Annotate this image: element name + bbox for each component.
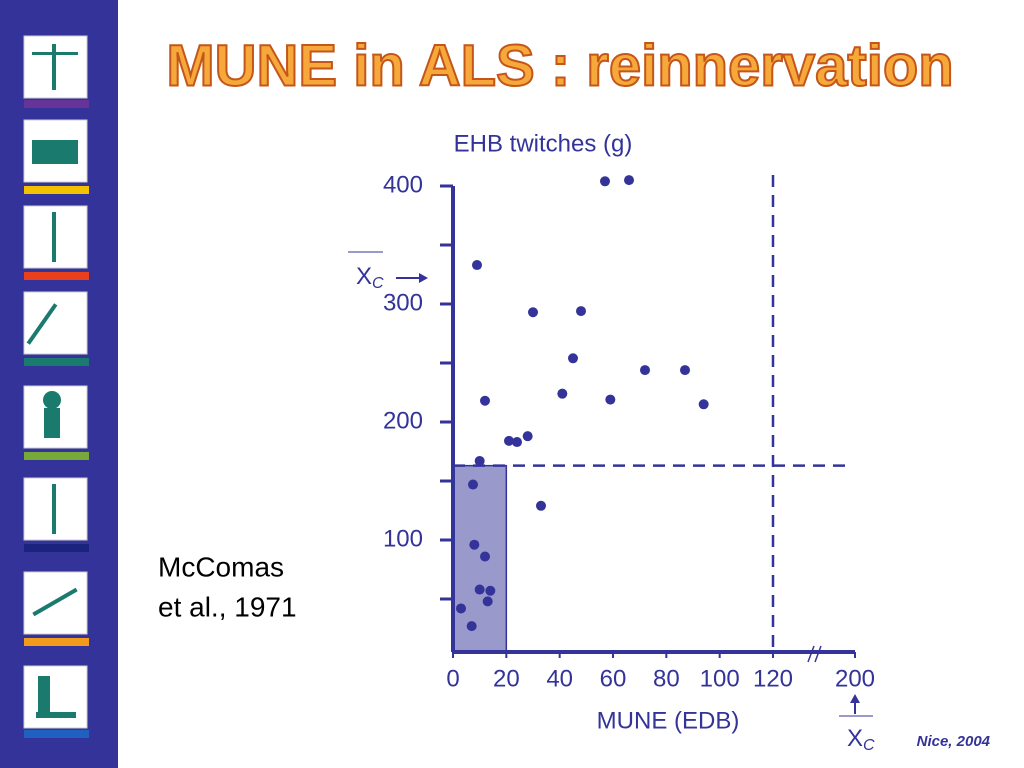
x-tick-label: 0 [446,665,459,692]
sidebar [0,0,118,768]
footer-note: Nice, 2004 [917,733,991,750]
y-tick-label: 200 [383,407,423,434]
data-point [528,307,538,318]
xc-arrowhead [419,273,428,284]
data-point [536,500,546,511]
data-point [482,596,493,607]
xc-arrowhead [850,694,860,703]
source-line: McComas [158,551,284,582]
xc-label-main: X [356,263,372,290]
data-point [624,175,634,186]
y-tick-label: 100 [383,525,423,552]
x-tick-label: 80 [653,665,680,692]
data-point [568,353,578,364]
x-axis-label: MUNE (EDB) [597,707,740,734]
data-point [466,621,477,632]
data-point [504,435,514,446]
slide-title: MUNE in ALS : reinnervation [166,33,953,98]
xc-label-main: X [847,725,863,752]
data-point [605,394,616,405]
x-tick-label: 200 [835,665,875,692]
data-point [512,437,522,448]
x-tick-label: 60 [600,665,627,692]
xc-label: XC [356,263,384,292]
y-tick-label: 300 [383,289,423,316]
shaded-region [452,464,508,653]
data-point [472,260,482,271]
y-axis-label: EHB twitches (g) [454,130,633,157]
xc-label-sub: C [372,275,384,292]
xc-label: XC [847,725,875,754]
x-tick-label: 120 [753,665,793,692]
x-tick-label: 40 [546,665,573,692]
source-line: et al., 1971 [158,591,297,622]
data-point [576,306,586,317]
data-point [474,455,485,466]
data-point [600,176,610,187]
data-point [474,584,485,595]
data-point [485,585,496,596]
x-tick-label: 20 [493,665,520,692]
sidebar-icons [23,35,89,738]
data-point [468,479,478,490]
x-tick-label: 100 [700,665,740,692]
xc-label-sub: C [863,737,875,754]
data-point [640,365,650,376]
data-point [557,388,568,399]
data-point [522,431,533,442]
data-point [680,365,690,376]
data-point [469,539,480,550]
data-point [480,395,490,406]
data-point [456,603,466,614]
y-tick-label: 400 [383,171,423,198]
data-point [698,399,709,410]
data-point [480,551,490,562]
axis-break [807,645,822,663]
